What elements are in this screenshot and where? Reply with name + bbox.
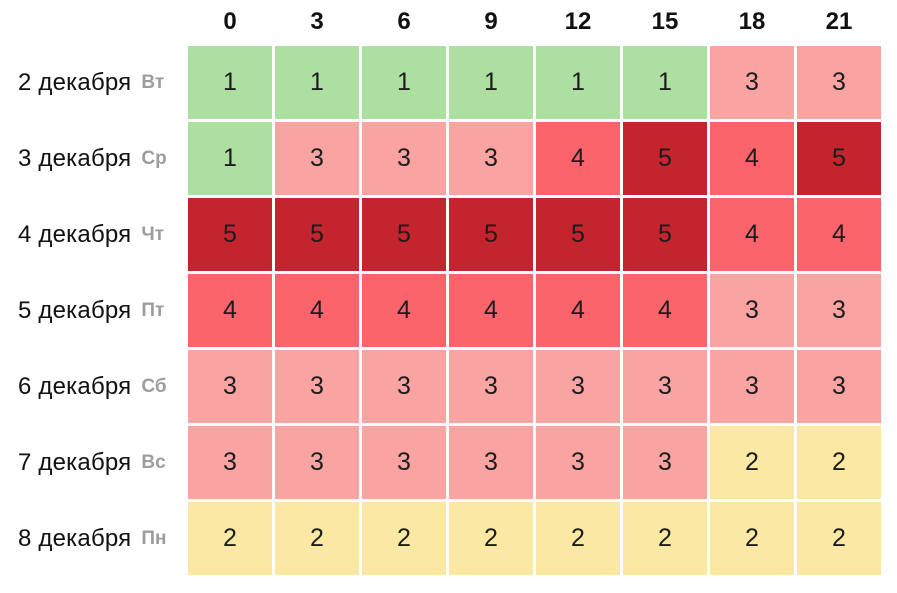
hour-header: 12 [564,7,592,35]
row-label: 6 декабря Сб [0,350,185,423]
heatmap-cell: 1 [536,46,620,119]
hour-header: 21 [825,7,853,35]
heatmap-cell: 4 [275,274,359,347]
heatmap-cell: 4 [536,122,620,195]
heatmap-cell: 3 [188,350,272,423]
heatmap-cell: 5 [362,198,446,271]
heatmap-cell: 5 [536,198,620,271]
heatmap-cell: 3 [188,426,272,499]
heatmap-grid: 0 3 6 9 12 15 18 21 2 декабря Вт 1 1 1 1 1 1 3 3 3 декабря… [0,0,881,575]
row-day-label: Вс [141,451,166,473]
heatmap-cell: 5 [623,198,707,271]
heatmap-cell: 3 [797,274,881,347]
row-day-label: Ср [141,147,167,169]
heatmap-cell: 4 [188,274,272,347]
heatmap-cell: 1 [449,46,533,119]
heatmap-cell: 3 [275,426,359,499]
heatmap-cell: 1 [623,46,707,119]
heatmap-cell: 2 [710,426,794,499]
row-date-label: 7 декабря [18,448,132,476]
heatmap-cell: 4 [449,274,533,347]
heatmap-cell: 3 [362,426,446,499]
row-date-label: 2 декабря [18,68,132,96]
heatmap-cell: 3 [275,122,359,195]
heatmap-cell: 4 [797,198,881,271]
heatmap-cell: 5 [449,198,533,271]
hour-header: 9 [484,7,498,35]
heatmap-cell: 3 [449,426,533,499]
hour-header: 6 [397,7,411,35]
heatmap-cell: 2 [710,502,794,575]
row-date-label: 6 декабря [18,372,132,400]
hour-header: 3 [310,7,324,35]
heatmap-cell: 3 [362,122,446,195]
row-date-label: 8 декабря [18,524,132,552]
heatmap-cell: 2 [797,502,881,575]
heatmap-cell: 5 [623,122,707,195]
corner-spacer [0,0,185,43]
heatmap-cell: 5 [188,198,272,271]
heatmap-cell: 3 [797,46,881,119]
hour-header: 18 [738,7,766,35]
heatmap-cell: 4 [362,274,446,347]
heatmap-cell: 2 [188,502,272,575]
row-date-label: 5 декабря [18,296,132,324]
row-day-label: Пт [141,299,165,321]
row-label: 2 декабря Вт [0,46,185,119]
heatmap-cell: 3 [536,426,620,499]
heatmap-cell: 2 [536,502,620,575]
heatmap-cell: 2 [275,502,359,575]
row-label: 3 декабря Ср [0,122,185,195]
heatmap-cell: 4 [710,198,794,271]
heatmap-cell: 4 [536,274,620,347]
row-day-label: Сб [141,375,167,397]
heatmap-cell: 3 [623,350,707,423]
heatmap-cell: 3 [710,46,794,119]
heatmap-cell: 3 [797,350,881,423]
heatmap-cell: 1 [275,46,359,119]
row-label: 7 декабря Вс [0,426,185,499]
heatmap-cell: 3 [623,426,707,499]
row-label: 5 декабря Пт [0,274,185,347]
heatmap-cell: 3 [449,350,533,423]
heatmap-cell: 1 [188,46,272,119]
heatmap-cell: 2 [449,502,533,575]
row-label: 8 декабря Пн [0,502,185,575]
heatmap-cell: 5 [797,122,881,195]
heatmap-cell: 4 [710,122,794,195]
heatmap-cell: 3 [710,350,794,423]
heatmap-cell: 2 [797,426,881,499]
heatmap-cell: 2 [623,502,707,575]
heatmap-cell: 3 [449,122,533,195]
row-day-label: Пн [141,527,167,549]
heatmap-cell: 1 [188,122,272,195]
row-day-label: Вт [141,71,165,93]
heatmap-cell: 3 [536,350,620,423]
heatmap-cell: 1 [362,46,446,119]
heatmap-cell: 3 [362,350,446,423]
hour-header: 0 [223,7,237,35]
row-date-label: 3 декабря [18,144,132,172]
hour-header: 15 [651,7,679,35]
heatmap-cell: 2 [362,502,446,575]
heatmap-cell: 4 [623,274,707,347]
heatmap-cell: 5 [275,198,359,271]
row-day-label: Чт [141,223,165,245]
heatmap-cell: 3 [710,274,794,347]
row-date-label: 4 декабря [18,220,132,248]
row-label: 4 декабря Чт [0,198,185,271]
heatmap-cell: 3 [275,350,359,423]
